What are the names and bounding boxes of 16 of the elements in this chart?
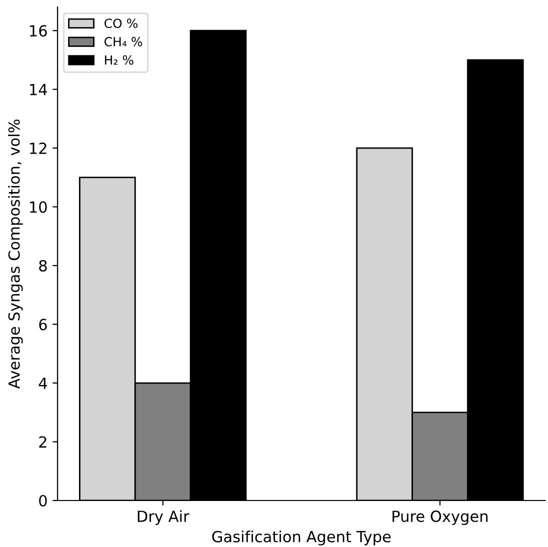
y-axis-title: Average Syngas Composition, vol% [8, 120, 23, 389]
x-tick-label: Pure Oxygen [392, 510, 488, 526]
y-tick-label: 6 [39, 318, 47, 330]
y-tick-label: 16 [30, 25, 47, 37]
x-axis-title: Gasification Agent Type [212, 530, 391, 546]
y-tick-label: 14 [30, 84, 47, 96]
y-tick-label: 2 [39, 436, 46, 448]
y-tick-label: 0 [39, 494, 47, 507]
y-tick-label: 10 [30, 201, 47, 213]
x-tick-label: Dry Air [138, 510, 190, 526]
legend-label: CO % [104, 18, 138, 28]
y-tick-label: 12 [30, 142, 46, 154]
y-tick-label: 8 [39, 260, 47, 272]
legend-label: H₂ % [105, 55, 134, 65]
y-tick-label: 4 [38, 378, 47, 389]
legend-label: CH₄ % [104, 36, 142, 46]
